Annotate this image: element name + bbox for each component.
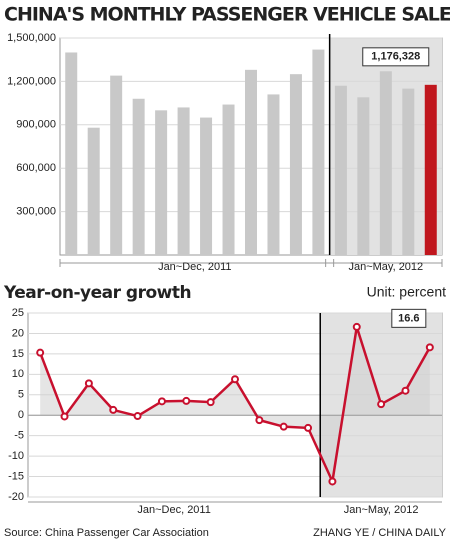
bar <box>177 107 190 255</box>
marker <box>157 397 166 406</box>
bar <box>379 71 392 255</box>
bar <box>267 94 280 255</box>
y-tick-label: 1,200,000 <box>7 75 56 87</box>
value-label: 1,176,328 <box>371 51 420 63</box>
marker <box>109 405 118 414</box>
label-box <box>391 308 427 328</box>
marker <box>206 398 215 407</box>
marker <box>231 375 239 384</box>
y-tick-label: -20 <box>8 491 24 503</box>
marker <box>36 348 45 357</box>
marker <box>377 400 386 409</box>
bar <box>87 127 100 255</box>
bar <box>65 52 78 255</box>
value-label: 16.6 <box>398 312 419 324</box>
period-label: Jan~May, 2012 <box>348 261 423 273</box>
y-tick-label: 5 <box>18 389 24 401</box>
bar <box>334 85 347 256</box>
bar <box>222 104 235 256</box>
bar <box>155 110 168 255</box>
marker <box>255 416 264 425</box>
bar <box>110 75 123 255</box>
y-tick-label: 1,500,000 <box>7 32 56 44</box>
chart-title: CHINA'S MONTHLY PASSENGER VEHICLE SALES <box>4 4 450 26</box>
marker <box>352 322 361 331</box>
bar <box>312 49 325 255</box>
y-tick-label: 900,000 <box>16 119 56 131</box>
y-tick-label: 300,000 <box>16 206 56 218</box>
bar <box>424 84 437 255</box>
y-tick-label: -15 <box>8 470 24 482</box>
marker <box>328 477 337 486</box>
label-box <box>362 47 430 67</box>
bar <box>289 74 302 256</box>
marker <box>84 379 93 388</box>
credit: ZHANG YE / CHINA DAILY <box>313 527 447 539</box>
unit-label: Unit: percent <box>367 284 446 300</box>
marker <box>133 412 142 421</box>
area <box>40 326 430 482</box>
bar <box>402 88 415 255</box>
y-tick-label: -5 <box>14 430 24 442</box>
period-label: Jan~May, 2012 <box>344 504 419 516</box>
bar <box>132 98 145 255</box>
bar <box>357 97 370 256</box>
marker <box>182 396 191 405</box>
y-tick-label: 25 <box>12 307 24 319</box>
y-tick-label: 20 <box>12 327 24 339</box>
bar <box>200 117 213 255</box>
marker <box>425 343 434 352</box>
bar <box>245 69 257 256</box>
marker <box>401 386 410 395</box>
marker <box>304 423 313 432</box>
marker <box>60 412 69 421</box>
period-label: Jan~Dec, 2011 <box>137 504 211 516</box>
y-tick-label: 10 <box>12 368 24 380</box>
y-tick-label: 0 <box>18 409 24 421</box>
marker <box>279 422 288 431</box>
y-tick-label: -10 <box>8 450 24 462</box>
source: Source: China Passenger Car Association <box>4 527 209 539</box>
y-tick-label: 600,000 <box>16 162 56 174</box>
y-tick-label: 15 <box>12 348 24 360</box>
chart-title: Year-on-year growth <box>3 283 191 303</box>
period-label: Jan~Dec, 2011 <box>158 261 232 273</box>
